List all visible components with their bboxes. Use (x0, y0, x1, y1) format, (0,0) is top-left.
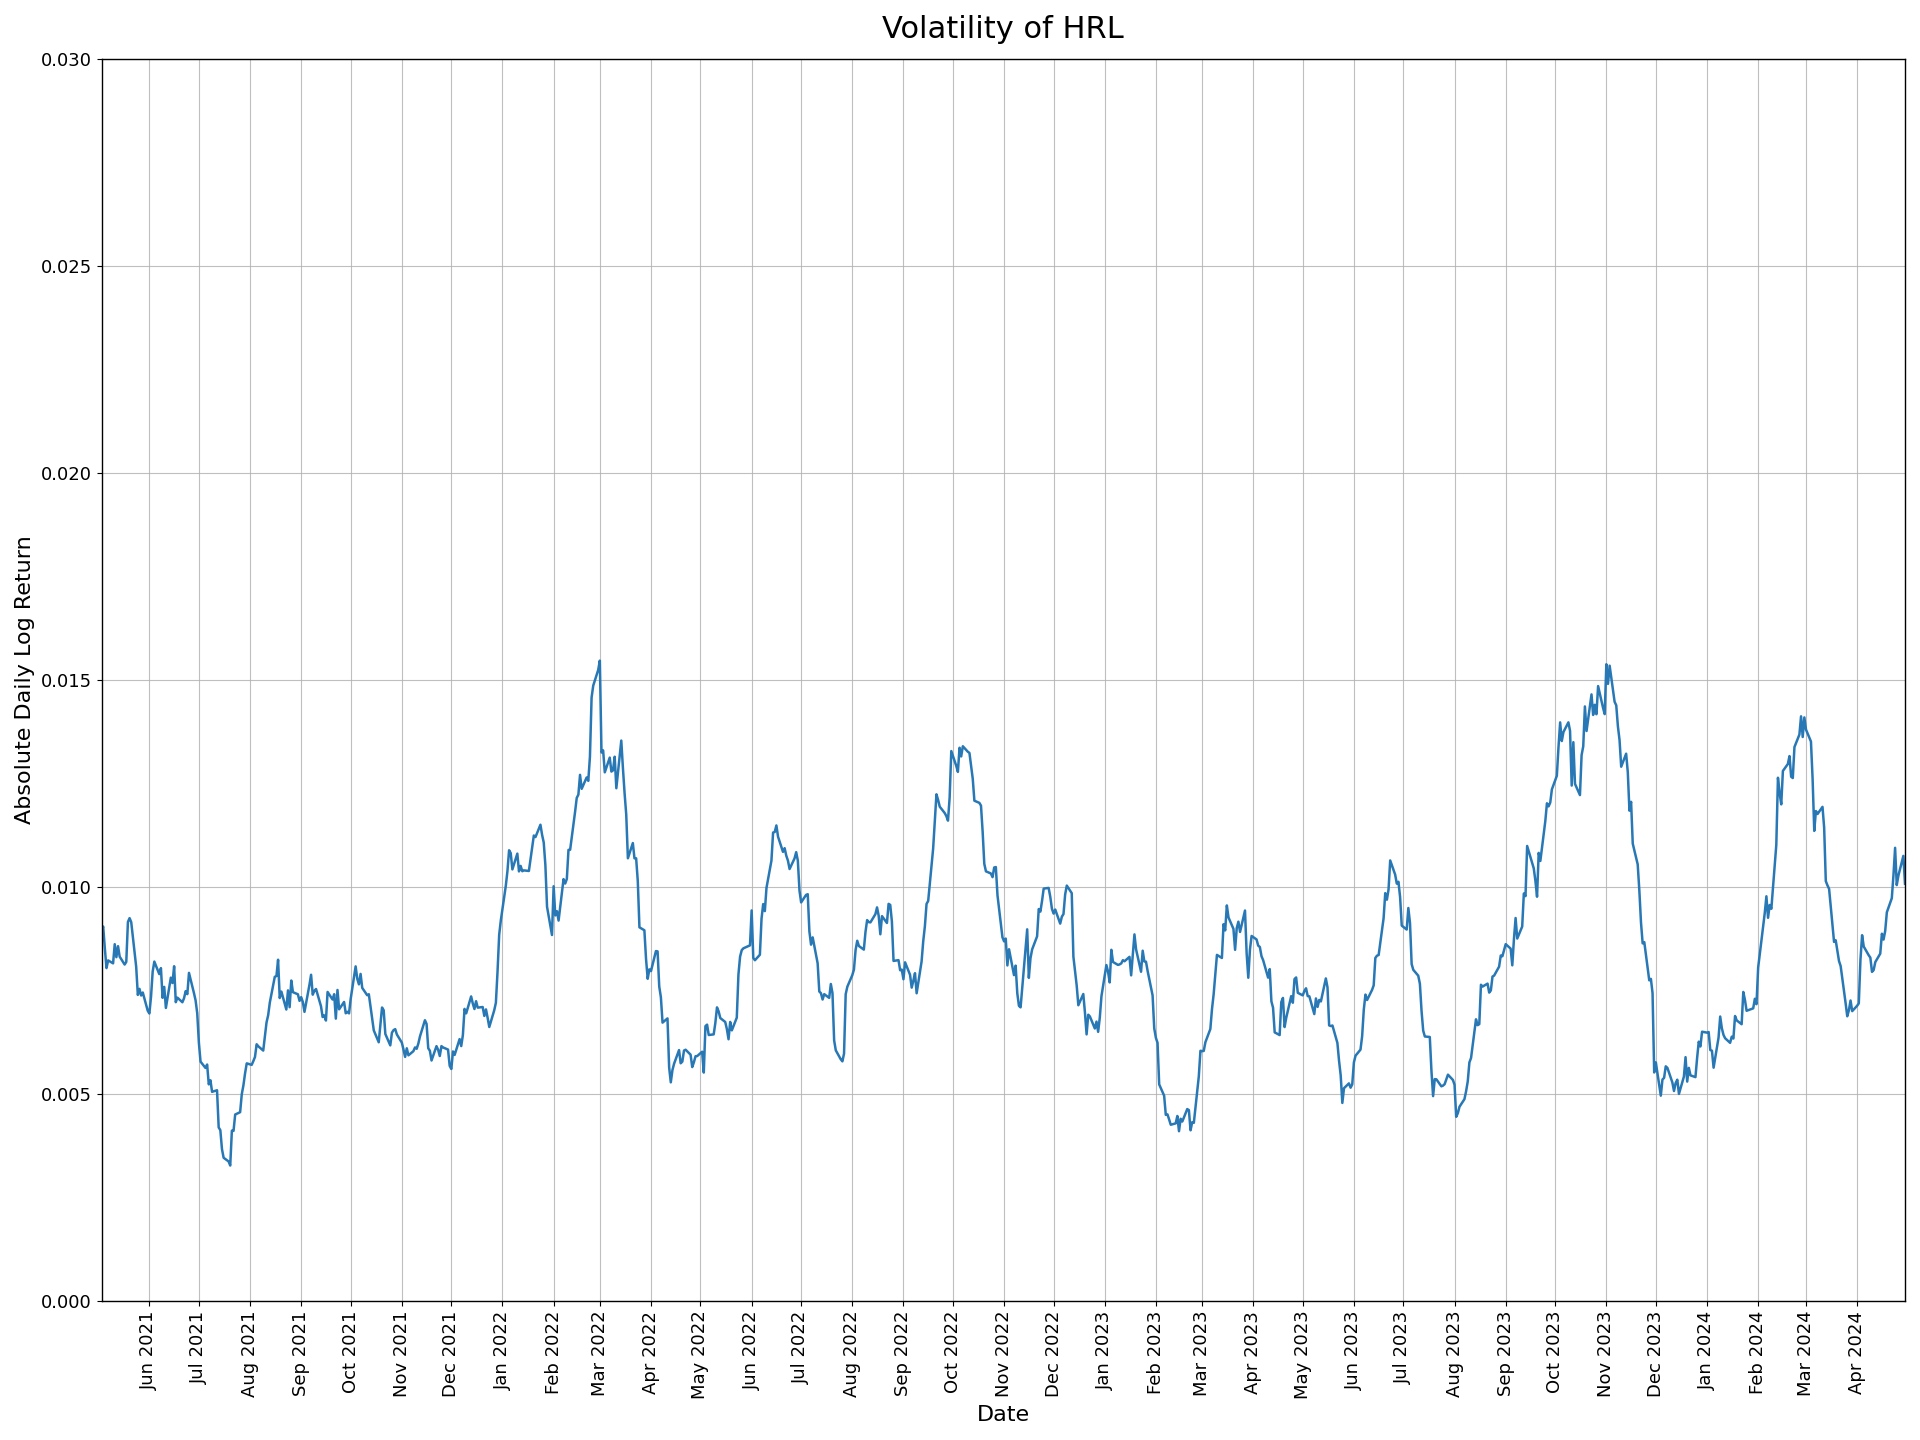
Title: Volatility of HRL: Volatility of HRL (883, 14, 1123, 45)
Y-axis label: Absolute Daily Log Return: Absolute Daily Log Return (15, 536, 35, 824)
X-axis label: Date: Date (977, 1405, 1029, 1426)
